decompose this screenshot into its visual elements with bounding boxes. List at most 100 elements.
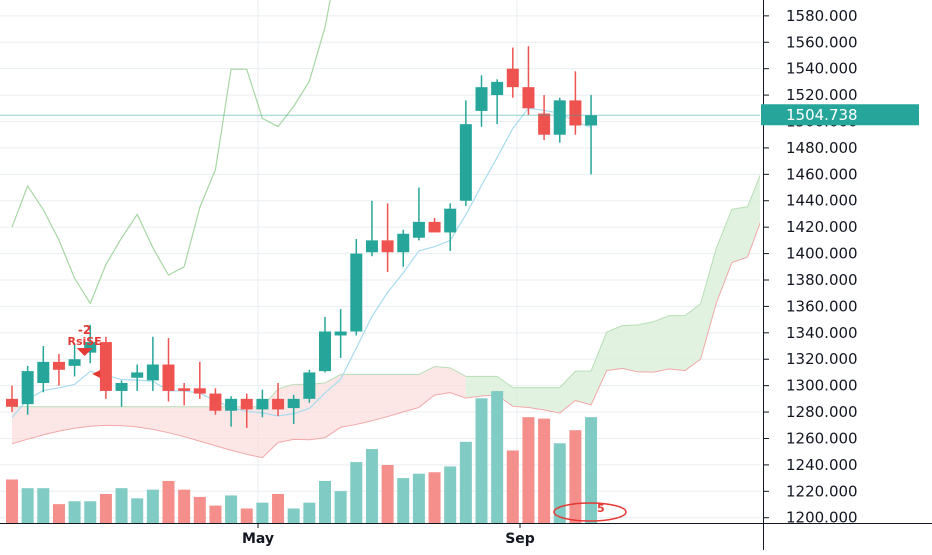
- volume-bar: [459, 441, 472, 523]
- cloud-lead-a-line: [12, 156, 842, 408]
- candle-body[interactable]: [334, 331, 347, 336]
- time-axis-ticks[interactable]: May Sep: [242, 523, 535, 547]
- indicator-lines: [11, 0, 592, 418]
- volume-bar: [412, 473, 425, 523]
- volume-bar: [21, 488, 34, 523]
- signal-label-bottom: RsiSE: [67, 335, 101, 348]
- candle-body[interactable]: [115, 383, 128, 391]
- candle-body[interactable]: [350, 253, 363, 332]
- candle-body[interactable]: [240, 398, 253, 410]
- volume-bar: [240, 508, 253, 523]
- volume-bar: [444, 466, 457, 523]
- candle-body[interactable]: [84, 342, 97, 353]
- volume-bar: [428, 472, 441, 523]
- volume-bar: [115, 488, 128, 523]
- volume-bar: [569, 430, 582, 523]
- event-badge-label: 5: [597, 502, 605, 515]
- volume-bar: [538, 418, 551, 523]
- volume-bar: [287, 508, 300, 523]
- candle-body[interactable]: [585, 115, 598, 126]
- candle-body[interactable]: [491, 81, 504, 96]
- price-tick-label: 1480.000: [786, 139, 858, 157]
- candle-body[interactable]: [506, 68, 519, 88]
- price-tick-label: 1200.000: [786, 509, 858, 527]
- candle-body[interactable]: [99, 342, 112, 391]
- volume-bar: [225, 495, 238, 523]
- candle-body[interactable]: [428, 221, 441, 233]
- volume-bar: [84, 501, 97, 523]
- last-price-tag: [761, 104, 919, 126]
- time-tick-label: May: [242, 531, 274, 547]
- annotations: -2 RsiSE 5: [67, 323, 627, 522]
- price-tick-label: 1580.000: [786, 7, 858, 25]
- volume-bar: [303, 502, 316, 523]
- volume-bar: [162, 480, 175, 523]
- volume-bar: [381, 465, 394, 523]
- candle-body[interactable]: [319, 331, 331, 372]
- candle-body[interactable]: [287, 398, 300, 409]
- price-tick-label: 1240.000: [786, 456, 858, 474]
- price-tick-label: 1360.000: [786, 297, 858, 315]
- price-tick-label: 1220.000: [786, 482, 858, 500]
- event-badge-icon[interactable]: [553, 502, 627, 522]
- candles[interactable]: [6, 46, 598, 428]
- candle-body[interactable]: [303, 372, 316, 399]
- volume-bar: [475, 398, 488, 523]
- candle-body[interactable]: [178, 388, 191, 391]
- candle-body[interactable]: [209, 393, 222, 411]
- candle-body[interactable]: [412, 221, 425, 238]
- lagging-span-line: [11, 0, 331, 305]
- candle-body[interactable]: [365, 240, 378, 253]
- candle-body[interactable]: [6, 398, 18, 407]
- volume-bar: [52, 504, 65, 523]
- candle-body[interactable]: [272, 398, 285, 410]
- candle-body[interactable]: [475, 87, 488, 111]
- candle-body[interactable]: [553, 100, 566, 135]
- price-tick-label: 1340.000: [786, 324, 858, 342]
- volume-bar: [146, 489, 159, 523]
- candle-body[interactable]: [444, 208, 457, 233]
- price-tick-label: 1320.000: [786, 350, 858, 368]
- candle-body[interactable]: [225, 398, 238, 411]
- price-tick-label: 1420.000: [786, 218, 858, 236]
- last-price-label: 1504.738: [786, 106, 858, 124]
- candle-body[interactable]: [131, 372, 144, 378]
- volume-bar: [209, 505, 222, 523]
- candle-body[interactable]: [459, 124, 472, 201]
- candle-body[interactable]: [162, 364, 175, 391]
- candle-body[interactable]: [193, 388, 206, 394]
- cloud-lead-b-line: [11, 181, 842, 459]
- volume-bar: [256, 502, 269, 523]
- price-tick-label: 1520.000: [786, 86, 858, 104]
- candle-body[interactable]: [21, 371, 34, 405]
- volume-bar: [272, 494, 285, 523]
- candle-body[interactable]: [381, 240, 394, 253]
- price-tick-label: 1400.000: [786, 245, 858, 263]
- candle-body[interactable]: [52, 361, 65, 370]
- candle-body[interactable]: [397, 233, 410, 253]
- price-axis-ticks[interactable]: 1200.000 1220.000 1240.000 1260.000 1280.000…: [763, 7, 858, 527]
- candle-body[interactable]: [569, 100, 582, 126]
- volume-bar: [365, 449, 378, 523]
- volume-bar: [350, 462, 363, 523]
- price-tick-label: 1260.000: [786, 429, 858, 447]
- volume-bar: [585, 417, 598, 523]
- price-tick-label: 1300.000: [786, 377, 858, 395]
- volume-bar: [397, 478, 410, 523]
- volume-bar: [178, 489, 191, 523]
- volume-bar: [319, 480, 331, 523]
- volume-bars: [6, 391, 598, 523]
- candle-body[interactable]: [68, 359, 81, 366]
- candle-body[interactable]: [538, 113, 551, 135]
- candle-body[interactable]: [256, 398, 269, 410]
- volume-bar: [506, 450, 519, 523]
- price-tick-label: 1560.000: [786, 33, 858, 51]
- volume-bar: [6, 479, 18, 523]
- price-tick-label: 1460.000: [786, 165, 858, 183]
- candle-body[interactable]: [37, 361, 50, 384]
- candle-body[interactable]: [522, 87, 535, 109]
- candle-body[interactable]: [146, 364, 159, 381]
